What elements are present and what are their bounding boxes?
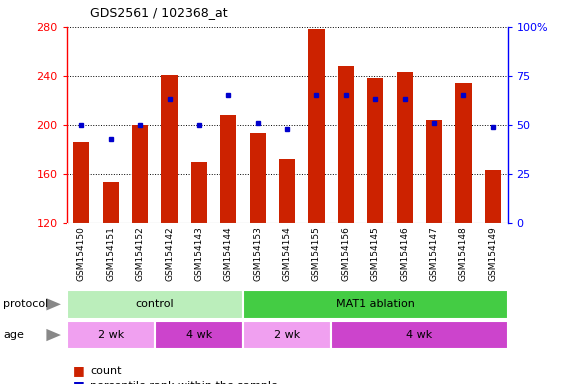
Text: GSM154151: GSM154151: [106, 226, 115, 281]
Text: MAT1 ablation: MAT1 ablation: [336, 299, 415, 310]
Text: age: age: [3, 330, 24, 340]
Bar: [397, 72, 413, 223]
Text: GSM154145: GSM154145: [371, 226, 380, 281]
Text: GSM154144: GSM154144: [224, 226, 233, 281]
Bar: [161, 74, 177, 223]
Text: GSM154150: GSM154150: [77, 226, 86, 281]
Text: GDS2561 / 102368_at: GDS2561 / 102368_at: [90, 6, 227, 19]
Text: GSM154149: GSM154149: [488, 226, 497, 281]
Text: GSM154152: GSM154152: [136, 226, 144, 281]
Text: GSM154142: GSM154142: [165, 226, 174, 281]
Bar: [249, 133, 266, 223]
Text: GSM154146: GSM154146: [400, 226, 409, 281]
Polygon shape: [46, 329, 61, 341]
Text: GSM154156: GSM154156: [342, 226, 350, 281]
Bar: [220, 115, 237, 223]
Text: protocol: protocol: [3, 299, 48, 310]
Text: 4 wk: 4 wk: [406, 330, 433, 340]
Bar: [331, 321, 508, 349]
Bar: [426, 120, 442, 223]
Bar: [309, 29, 325, 223]
Bar: [67, 290, 243, 319]
Polygon shape: [46, 298, 61, 310]
Text: GSM154148: GSM154148: [459, 226, 468, 281]
Text: GSM154147: GSM154147: [430, 226, 438, 281]
Text: GSM154155: GSM154155: [312, 226, 321, 281]
Bar: [485, 170, 501, 223]
Bar: [243, 321, 331, 349]
Text: GSM154143: GSM154143: [194, 226, 204, 281]
Bar: [455, 83, 472, 223]
Bar: [103, 182, 119, 223]
Bar: [132, 125, 148, 223]
Text: percentile rank within the sample: percentile rank within the sample: [90, 381, 278, 384]
Text: count: count: [90, 366, 121, 376]
Bar: [67, 321, 155, 349]
Bar: [243, 290, 508, 319]
Text: 2 wk: 2 wk: [97, 330, 124, 340]
Text: 2 wk: 2 wk: [274, 330, 300, 340]
Text: ■: ■: [72, 379, 84, 384]
Text: 4 wk: 4 wk: [186, 330, 212, 340]
Text: GSM154153: GSM154153: [253, 226, 262, 281]
Bar: [338, 66, 354, 223]
Bar: [367, 78, 383, 223]
Text: ■: ■: [72, 364, 84, 377]
Text: GSM154154: GSM154154: [282, 226, 292, 281]
Bar: [279, 159, 295, 223]
Text: control: control: [136, 299, 174, 310]
Bar: [73, 142, 89, 223]
Bar: [191, 162, 207, 223]
Bar: [155, 321, 243, 349]
